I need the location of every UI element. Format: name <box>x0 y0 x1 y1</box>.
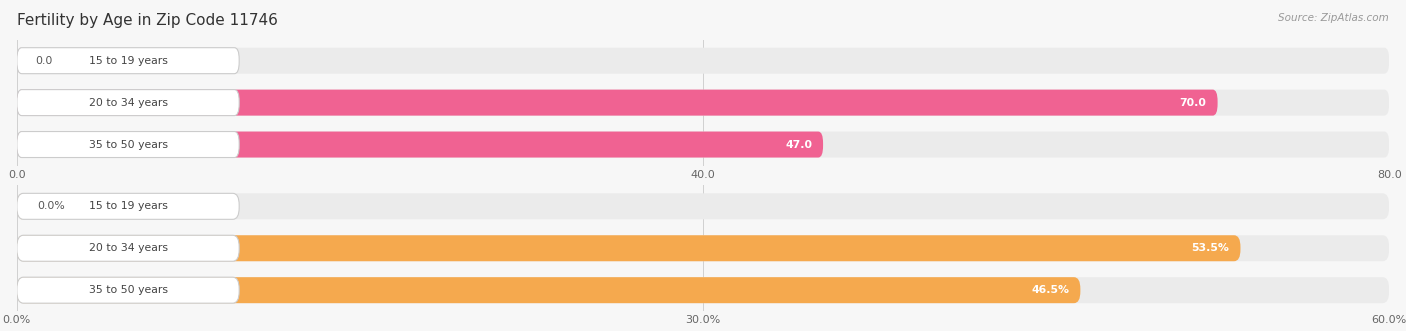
FancyBboxPatch shape <box>17 48 1389 74</box>
Text: 15 to 19 years: 15 to 19 years <box>89 201 167 211</box>
Text: 0.0: 0.0 <box>35 56 52 66</box>
FancyBboxPatch shape <box>17 131 239 158</box>
Text: 35 to 50 years: 35 to 50 years <box>89 285 167 295</box>
FancyBboxPatch shape <box>17 131 823 158</box>
FancyBboxPatch shape <box>17 48 239 74</box>
FancyBboxPatch shape <box>17 90 1389 116</box>
Text: Source: ZipAtlas.com: Source: ZipAtlas.com <box>1278 13 1389 23</box>
FancyBboxPatch shape <box>17 131 1389 158</box>
FancyBboxPatch shape <box>17 193 1389 219</box>
FancyBboxPatch shape <box>17 90 239 116</box>
FancyBboxPatch shape <box>17 277 1389 303</box>
Text: Fertility by Age in Zip Code 11746: Fertility by Age in Zip Code 11746 <box>17 13 278 28</box>
Text: 46.5%: 46.5% <box>1032 285 1070 295</box>
FancyBboxPatch shape <box>17 193 239 219</box>
FancyBboxPatch shape <box>17 235 239 261</box>
Text: 47.0: 47.0 <box>785 140 813 150</box>
Text: 53.5%: 53.5% <box>1192 243 1229 253</box>
FancyBboxPatch shape <box>17 48 24 74</box>
FancyBboxPatch shape <box>17 193 27 219</box>
FancyBboxPatch shape <box>17 277 1080 303</box>
Text: 15 to 19 years: 15 to 19 years <box>89 56 167 66</box>
FancyBboxPatch shape <box>17 277 239 303</box>
Text: 35 to 50 years: 35 to 50 years <box>89 140 167 150</box>
Text: 20 to 34 years: 20 to 34 years <box>89 98 167 108</box>
FancyBboxPatch shape <box>17 235 1240 261</box>
Text: 70.0: 70.0 <box>1180 98 1206 108</box>
Text: 0.0%: 0.0% <box>38 201 65 211</box>
FancyBboxPatch shape <box>17 90 1218 116</box>
FancyBboxPatch shape <box>17 235 1389 261</box>
Text: 20 to 34 years: 20 to 34 years <box>89 243 167 253</box>
